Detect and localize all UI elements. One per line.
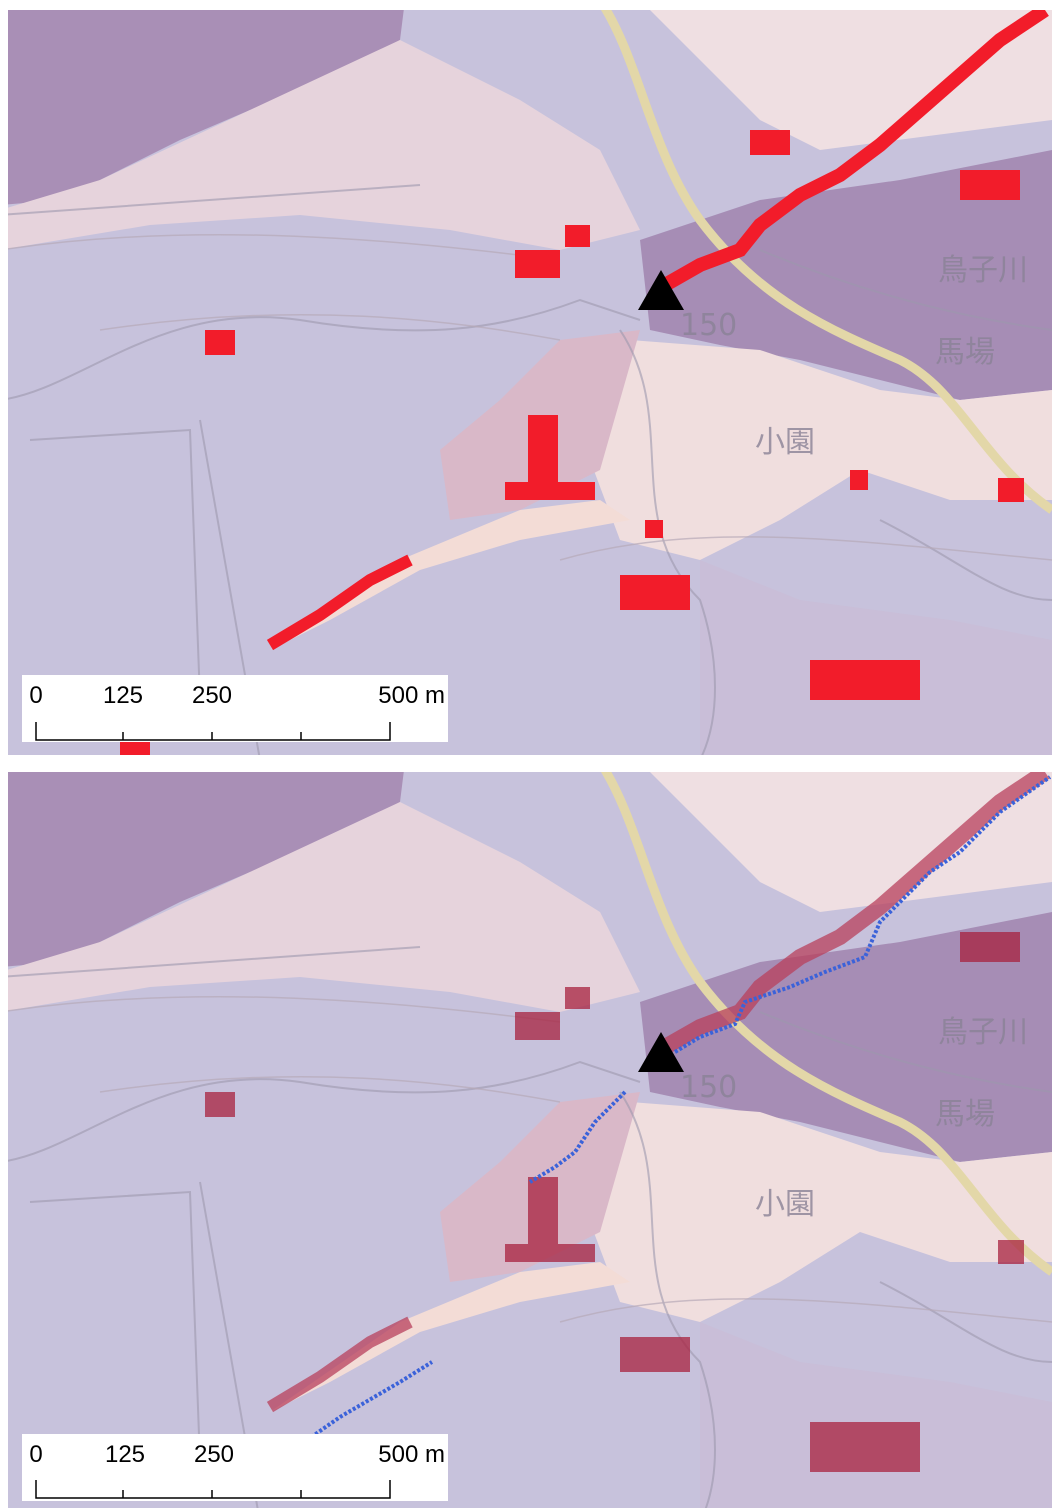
map-label: 150 [680,1070,737,1105]
map-label: 小園 [755,425,815,460]
scale-label: 250 [192,682,232,709]
scale-label: 0 [29,682,42,709]
map-label: 鳥子川 [938,1015,1028,1050]
map-panel-top: 150 鳥子川 馬場 小園 0 125 250 500 m [0,0,1052,760]
scale-label: 500 m [378,1441,445,1468]
map-label: 鳥子川 [938,253,1028,288]
base-map [0,0,1052,760]
scale-label: 125 [105,1441,145,1468]
scale-label: 500 m [378,682,445,709]
scale-label: 125 [103,682,143,709]
scale-label: 0 [29,1441,42,1468]
map-label: 馬場 [935,335,995,370]
map-label: 小園 [755,1187,815,1222]
scale-label: 250 [194,1441,234,1468]
page: {"panels": [ {"map_labels": ["150", "鳥子川… [0,0,1052,1508]
map-panel-bottom: 150 鳥子川 馬場 小園 0 125 250 500 m [0,762,1052,1508]
map-label: 150 [680,308,737,343]
map-label: 馬場 [935,1097,995,1132]
figure: 150 鳥子川 馬場 小園 0 125 250 500 m [0,0,1052,1508]
scale-bar: 0 125 250 500 m [22,675,448,742]
base-map [0,762,1052,1508]
scale-bar: 0 125 250 500 m [22,1434,448,1501]
